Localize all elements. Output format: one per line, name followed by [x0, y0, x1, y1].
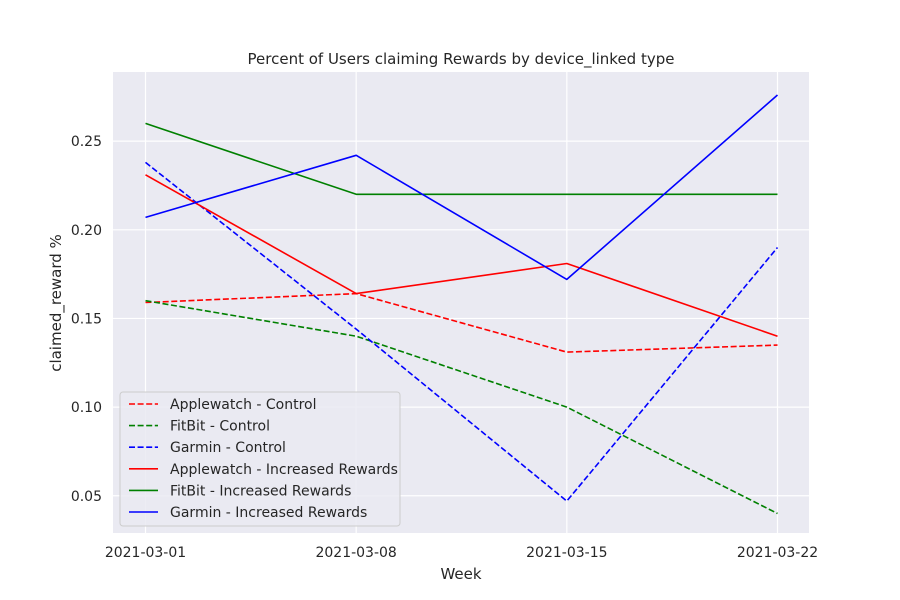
y-tick-label: 0.20: [71, 223, 102, 239]
series-line-3: [145, 161, 779, 502]
y-tick-label: 0.25: [71, 134, 102, 150]
grid: [113, 72, 809, 533]
y-tick-labels: 0.05 0.10 0.15 0.20 0.25: [71, 134, 102, 505]
x-axis-label: Week: [440, 565, 481, 583]
legend-label: Garmin - Increased Rewards: [170, 505, 367, 521]
x-tick-label: 2021-03-08: [315, 545, 396, 561]
legend-box: [119, 391, 401, 527]
x-tick-labels: 2021-03-01 2021-03-08 2021-03-15 2021-03-22: [105, 545, 818, 561]
series-line-2: [145, 299, 778, 515]
series-line-1: [145, 292, 778, 353]
x-tick-label: 2021-03-01: [105, 545, 186, 561]
legend-label: FitBit - Increased Rewards: [170, 483, 351, 499]
series-line-5: [145, 122, 778, 196]
y-axis-label: claimed_reward %: [47, 234, 66, 372]
series-layer: [145, 94, 779, 515]
legend-label: Garmin - Control: [170, 440, 286, 456]
series-line-6: [145, 94, 779, 281]
x-tick-label: 2021-03-15: [526, 545, 607, 561]
x-tick-label: 2021-03-22: [737, 545, 818, 561]
series-line-4: [145, 174, 778, 337]
legend: Applewatch - Control FitBit - Control Garm…: [119, 391, 401, 527]
legend-label: FitBit - Control: [170, 419, 270, 435]
legend-label: Applewatch - Increased Rewards: [170, 462, 398, 478]
y-tick-label: 0.10: [71, 400, 102, 416]
y-tick-label: 0.05: [71, 489, 102, 505]
chart-title: Percent of Users claiming Rewards by dev…: [248, 50, 675, 69]
y-tick-label: 0.15: [71, 311, 102, 327]
legend-label: Applewatch - Control: [170, 397, 317, 413]
